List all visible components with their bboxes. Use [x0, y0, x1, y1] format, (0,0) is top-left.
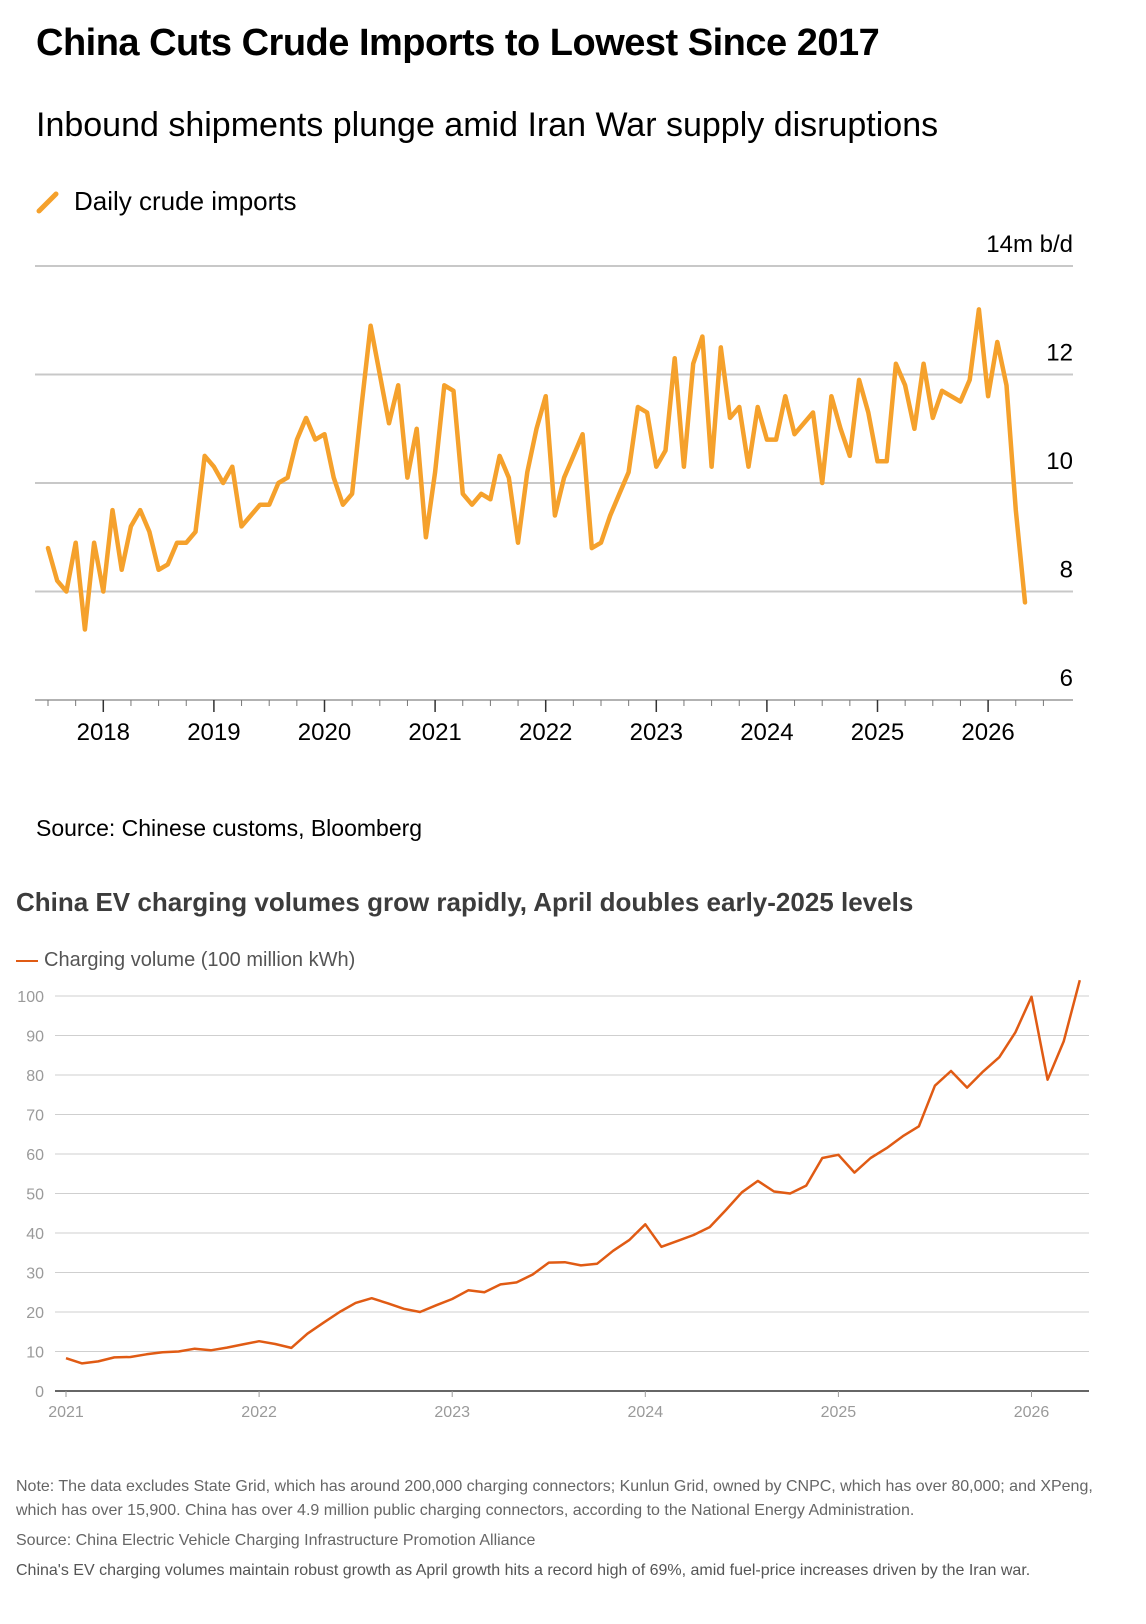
chart2-note: Note: The data excludes State Grid, whic…: [16, 1478, 1093, 1519]
chart1-x-tick-label: 2021: [408, 719, 461, 746]
chart1-plot: 6 8 10 12 14m b/d 2018 2019 2020 2021 2022 2023 202…: [35, 231, 1073, 746]
chart2-y-tick-label: 60: [26, 1147, 44, 1164]
chart2-x-tick-label: 2026: [1014, 1404, 1050, 1421]
chart1-legend-label: Daily crude imports: [74, 186, 297, 216]
chart1-x-tick-label: 2023: [630, 719, 683, 746]
chart2-y-tick-label: 20: [26, 1305, 44, 1322]
chart2-x-tick-label: 2022: [241, 1404, 277, 1421]
chart2-y-tick-label: 100: [17, 989, 44, 1006]
chart2-x-tick-label: 2024: [628, 1404, 664, 1421]
chart2-y-tick-label: 70: [26, 1108, 44, 1125]
chart1-title: China Cuts Crude Imports to Lowest Since…: [36, 22, 880, 64]
chart2-series-line: [65, 979, 1082, 1365]
chart2-source: Source: China Electric Vehicle Charging …: [16, 1532, 536, 1549]
chart2-x-tick-label: 2025: [821, 1404, 857, 1421]
chart1-y-tick-label: 6: [1060, 665, 1073, 692]
chart2-y-tick-label: 50: [26, 1187, 44, 1204]
chart2-y-tick-label: 30: [26, 1266, 44, 1283]
chart2-y-tick-label: 90: [26, 1029, 44, 1046]
chart2-plot: 0 10 20 30 40 50 60 70 80 90 100 2021 2022 2023 2024 20…: [17, 979, 1089, 1421]
chart1-series-line: [45, 307, 1028, 632]
chart1-subtitle: Inbound shipments plunge amid Iran War s…: [36, 106, 939, 144]
chart2-x-tick-label: 2021: [48, 1404, 84, 1421]
chart1-legend: Daily crude imports: [36, 186, 297, 217]
chart1-legend-swatch-icon: [36, 191, 59, 213]
chart2-y-tick-label: 0: [35, 1384, 44, 1401]
chart1-x-tick-label: 2020: [298, 719, 351, 746]
chart2-title: China EV charging volumes grow rapidly, …: [16, 887, 914, 917]
chart1-y-tick-label: 8: [1060, 557, 1073, 584]
chart1-source: Source: Chinese customs, Bloomberg: [36, 815, 423, 841]
chart1-x-tick-label: 2024: [740, 719, 793, 746]
chart2-y-tick-label: 10: [26, 1345, 44, 1362]
chart1-x-tick-label: 2025: [851, 719, 904, 746]
chart1-unit-label: 14m b/d: [986, 231, 1073, 258]
chart2-y-tick-label: 80: [26, 1068, 44, 1085]
chart1-x-tick-label: 2019: [187, 719, 240, 746]
chart1-y-tick-label: 10: [1046, 448, 1073, 475]
chart1-x-tick-label: 2018: [77, 719, 130, 746]
chart1-x-tick-label: 2026: [961, 719, 1014, 746]
chart2-y-tick-label: 40: [26, 1226, 44, 1243]
chart2-legend-label: Charging volume (100 million kWh): [44, 949, 356, 971]
chart2-legend: Charging volume (100 million kWh): [16, 949, 355, 972]
chart1-x-tick-label: 2022: [519, 719, 572, 746]
chart1-y-tick-label: 12: [1046, 340, 1073, 367]
chart2-x-tick-label: 2023: [434, 1404, 470, 1421]
chart2-legend-swatch-icon: [16, 959, 38, 962]
chart2-caption: China's EV charging volumes maintain rob…: [16, 1562, 1031, 1579]
